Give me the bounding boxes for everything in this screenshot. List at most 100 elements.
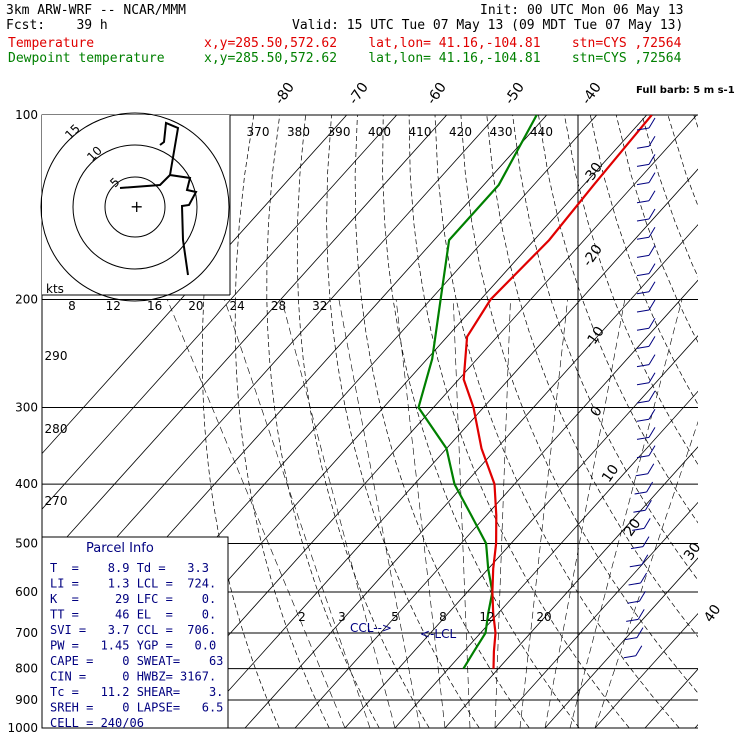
- wind-barb: [636, 145, 650, 149]
- dewpoint-legend: Dewpoint temperature: [8, 51, 165, 66]
- wind-barb-key: Full barb: 5 m s-1: [636, 85, 735, 96]
- ccl-marker: CCL-->: [350, 621, 392, 635]
- plot-frame: [41, 114, 579, 729]
- pressure-label: 300: [15, 400, 38, 414]
- wind-barb: [626, 618, 639, 622]
- dry-adiabat-line: [720, 115, 740, 728]
- dry-adiabat-line: [234, 115, 330, 728]
- isotherm-label: -20: [580, 242, 606, 270]
- hodograph-speed-label: 28: [271, 299, 286, 313]
- forecast-hour: Fcst: 39 h: [6, 18, 108, 33]
- wind-barb: [648, 317, 656, 329]
- isotherm-line: [694, 724, 698, 728]
- dry-adiabat-line: [296, 115, 430, 728]
- isotherm-label: -80: [272, 80, 298, 108]
- wind-barb: [648, 427, 656, 438]
- wind-barb: [638, 590, 646, 602]
- theta-label: 370: [247, 125, 270, 139]
- dry-adiabat-line: [538, 115, 698, 524]
- parcel-info-row: LI = 1.3 LCL = 724.: [50, 577, 216, 591]
- valid-time: Valid: 15 UTC Tue 07 May 13 (09 MDT Tue …: [292, 18, 684, 33]
- wind-barb: [648, 299, 656, 311]
- dry-adiabat-line: [564, 115, 698, 466]
- isotherm-line: [294, 279, 698, 728]
- wind-barb: [648, 135, 656, 147]
- parcel-info-row: Tc = 11.2 SHEAR= 3.: [50, 685, 223, 699]
- isotherm-line: [544, 557, 698, 728]
- parcel-info-row: T = 8.9 Td = 3.3: [50, 561, 209, 575]
- theta-label: 290: [45, 349, 68, 363]
- dewpoint-location: x,y=285.50,572.62 lat,lon= 41.16,-104.81…: [204, 51, 682, 66]
- pressure-label: 700: [15, 626, 38, 640]
- pressure-label: 200: [15, 293, 38, 307]
- wind-barb: [636, 345, 650, 349]
- model-title: 3km ARW-WRF -- NCAR/MMM: [6, 3, 187, 18]
- wind-barb: [648, 208, 656, 220]
- isotherm-line: [344, 335, 698, 728]
- wind-barb: [648, 245, 656, 256]
- wind-barb: [636, 627, 644, 638]
- wind-barb: [648, 354, 656, 365]
- hodograph-ring: [40, 112, 230, 302]
- isotherm-line: [42, 115, 497, 621]
- isotherm-line: [244, 224, 698, 728]
- parcel-info-row: PW = 1.45 YGP = 0.0: [50, 639, 216, 653]
- isotherm-line: [42, 115, 347, 455]
- pressure-label: 400: [15, 477, 38, 491]
- dry-adiabat-line: [693, 115, 698, 129]
- wind-barb: [642, 536, 650, 547]
- parcel-info-box: [41, 536, 229, 729]
- wind-barb: [636, 218, 650, 222]
- theta-label: 280: [45, 422, 68, 436]
- hodograph-units-label: kts: [46, 282, 64, 296]
- wind-barb: [636, 309, 650, 313]
- theta-label: 440: [530, 125, 553, 139]
- temperature-legend: Temperature: [8, 36, 95, 51]
- theta-label: 270: [45, 494, 68, 508]
- wind-barb: [648, 408, 656, 420]
- init-time: Init: 00 UTC Mon 06 May 13: [480, 3, 684, 18]
- parcel-info-row: CELL = 240/06: [50, 716, 144, 730]
- isotherm-label: 10: [599, 462, 622, 486]
- moist-adiabat-line: [281, 299, 396, 728]
- wind-barb: [635, 473, 648, 477]
- dry-adiabat-line: [434, 115, 680, 728]
- wind-barb: [646, 481, 654, 493]
- dry-adiabat-line: [667, 115, 698, 207]
- wind-barb: [636, 254, 650, 258]
- wind-barb: [627, 600, 640, 604]
- wind-barb: [648, 445, 656, 456]
- isotherm-label: -70: [346, 80, 372, 108]
- wind-barb: [636, 400, 650, 404]
- isotherm-line: [644, 668, 698, 728]
- theta-label: 380: [287, 125, 310, 139]
- theta-label: 400: [368, 125, 391, 139]
- dewpoint-profile: [417, 115, 538, 670]
- isotherm-line: [42, 115, 397, 510]
- isotherm-line: [444, 446, 698, 728]
- isotherm-label: -40: [579, 80, 605, 108]
- mixing-ratio-label: 20: [536, 610, 551, 624]
- wind-barb: [640, 572, 648, 584]
- wind-barb: [636, 182, 650, 186]
- parcel-info-row: CAPE = 0 SWEAT= 63: [50, 654, 223, 668]
- parcel-info-row: CIN = 0 HWBZ= 3167.: [50, 670, 216, 684]
- moist-adiabat-line: [224, 299, 371, 728]
- wind-barb: [636, 163, 650, 167]
- wind-barb: [648, 154, 656, 165]
- moist-adiabat-line: [594, 421, 698, 728]
- wind-barb: [636, 327, 650, 331]
- wind-barb: [636, 127, 650, 131]
- wind-barb: [643, 518, 651, 529]
- hodograph-ring: [72, 144, 198, 270]
- wind-barb: [636, 436, 650, 440]
- isotherm-label: -10: [582, 324, 608, 352]
- parcel-info-row: K = 29 LFC = 0.: [50, 592, 216, 606]
- temperature-location: x,y=285.50,572.62 lat,lon= 41.16,-104.81…: [204, 36, 682, 51]
- wind-barb: [629, 564, 642, 568]
- hodograph-speed-label: 8: [68, 299, 76, 313]
- wind-barb: [633, 509, 646, 513]
- isotherm-label: -50: [502, 80, 528, 108]
- parcel-info-row: SREH = 0 LAPSE= 6.5: [50, 701, 223, 715]
- isotherm-label: 0: [588, 403, 606, 419]
